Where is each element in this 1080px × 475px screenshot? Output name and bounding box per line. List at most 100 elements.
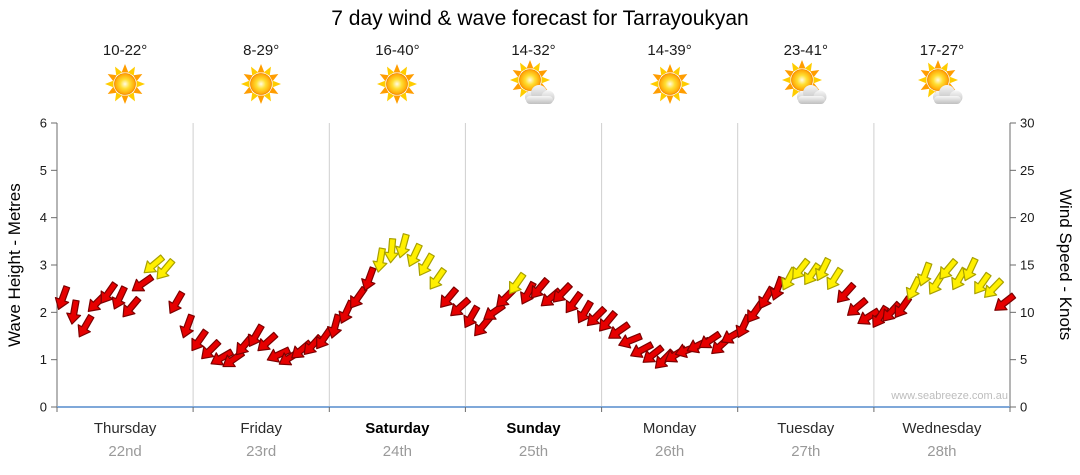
weather-icon-sunday (509, 60, 558, 108)
weather-icon-friday (237, 60, 285, 108)
temp-range-saturday: 16-40° (375, 42, 420, 59)
wind-arrow (201, 338, 222, 360)
wind-arrow (191, 328, 209, 352)
temp-range-sunday: 14-32° (511, 42, 556, 59)
svg-text:15: 15 (1020, 258, 1034, 273)
date-label-thursday: 22nd (108, 443, 142, 460)
day-label-saturday: Saturday (365, 420, 430, 437)
wind-arrow (168, 290, 186, 314)
wind-arrow (598, 310, 618, 332)
date-label-friday: 23rd (246, 443, 277, 460)
wind-arrow (463, 304, 481, 329)
wind-arrow (111, 285, 128, 310)
day-label-thursday: Thursday (93, 420, 157, 437)
wind-arrow (608, 321, 631, 339)
svg-text:5: 5 (40, 163, 47, 178)
sun-icon (649, 64, 690, 104)
wind-arrow (565, 290, 584, 314)
svg-text:5: 5 (1020, 352, 1027, 367)
wind-arrow (826, 266, 844, 290)
wind-arrow (179, 313, 195, 339)
day-label-friday: Friday (240, 420, 283, 437)
date-label-wednesday: 28th (927, 443, 957, 460)
tick-labels: 0 1 2 3 4 5 6 0 5 10 15 20 25 30 (40, 116, 1035, 415)
svg-text:25: 25 (1020, 163, 1034, 178)
date-label-monday: 26th (654, 443, 685, 460)
wind-arrow (429, 267, 448, 290)
day-label-monday: Monday (642, 420, 697, 437)
svg-text:30: 30 (1020, 116, 1034, 131)
date-label-sunday: 25th (518, 443, 549, 460)
wind-arrow (131, 273, 155, 292)
wind-arrow (917, 261, 933, 287)
sun-icon (377, 64, 418, 104)
wind-arrow (857, 307, 881, 325)
wind-arrow (361, 266, 377, 292)
wind-arrow (66, 299, 82, 325)
wind-arrow (642, 344, 665, 363)
wind-arrow (257, 331, 279, 352)
weather-icon-tuesday (781, 60, 830, 108)
wind-arrow (143, 254, 166, 274)
wind-arrow (395, 233, 410, 259)
axes (56, 123, 1011, 412)
left-axis-title: Wave Height - Metres (5, 183, 24, 347)
svg-text:0: 0 (1020, 400, 1027, 415)
svg-text:1: 1 (40, 352, 47, 367)
wind-arrow (418, 252, 435, 276)
wind-arrow (836, 281, 857, 303)
wind-arrow (618, 332, 643, 349)
temp-range-friday: 8-29° (243, 42, 280, 59)
wind-arrow (450, 296, 472, 317)
wind-arrow (210, 348, 234, 366)
wind-arrow (962, 256, 979, 282)
wind-arrow (530, 276, 550, 299)
wind-arrow (440, 286, 460, 308)
day-label-sunday: Sunday (506, 420, 561, 437)
wind-arrow (984, 277, 1005, 298)
svg-text:2: 2 (40, 305, 47, 320)
sun-icon (241, 64, 282, 104)
sun-cloud-icon (917, 60, 963, 104)
wind-arrow (406, 242, 423, 267)
temp-range-monday: 14-39° (647, 42, 692, 59)
weather-icon-thursday (101, 60, 149, 108)
svg-text:3: 3 (40, 258, 47, 273)
wind-arrows (54, 233, 1017, 369)
wind-arrow (586, 305, 608, 327)
day-label-wednesday: Wednesday (902, 420, 982, 437)
svg-text:6: 6 (40, 116, 47, 131)
wind-arrow (54, 285, 71, 310)
wind-arrow (847, 296, 869, 316)
wind-arrow (327, 313, 342, 339)
day-label-tuesday: Tuesday (777, 420, 835, 437)
wind-arrow (939, 257, 959, 280)
wind-arrow (156, 257, 176, 280)
wind-arrow (792, 257, 811, 280)
sun-cloud-icon (509, 60, 554, 104)
svg-text:20: 20 (1020, 210, 1034, 225)
wind-arrow (815, 256, 832, 282)
wind-arrow (994, 292, 1017, 311)
wind-arrow (698, 330, 722, 349)
wind-arrow (77, 314, 95, 338)
wind-arrow (122, 295, 142, 318)
wind-arrow (383, 237, 399, 264)
svg-text:4: 4 (40, 210, 47, 225)
weather-icon-saturday (373, 60, 421, 108)
wind-arrow (630, 341, 654, 358)
temp-range-tuesday: 23-41° (783, 42, 828, 59)
weather-icon-wednesday (917, 60, 966, 108)
svg-text:0: 0 (40, 400, 47, 415)
sun-icon (105, 64, 146, 104)
date-label-saturday: 24th (382, 443, 412, 460)
watermark: www.seabreeze.com.au (891, 390, 1008, 402)
wind-arrow (266, 346, 291, 363)
wind-arrow (372, 247, 388, 273)
date-label-tuesday: 27th (791, 443, 821, 460)
sun-cloud-icon (781, 60, 827, 104)
weather-icon-monday (646, 60, 694, 108)
temp-range-thursday: 10-22° (102, 42, 148, 59)
